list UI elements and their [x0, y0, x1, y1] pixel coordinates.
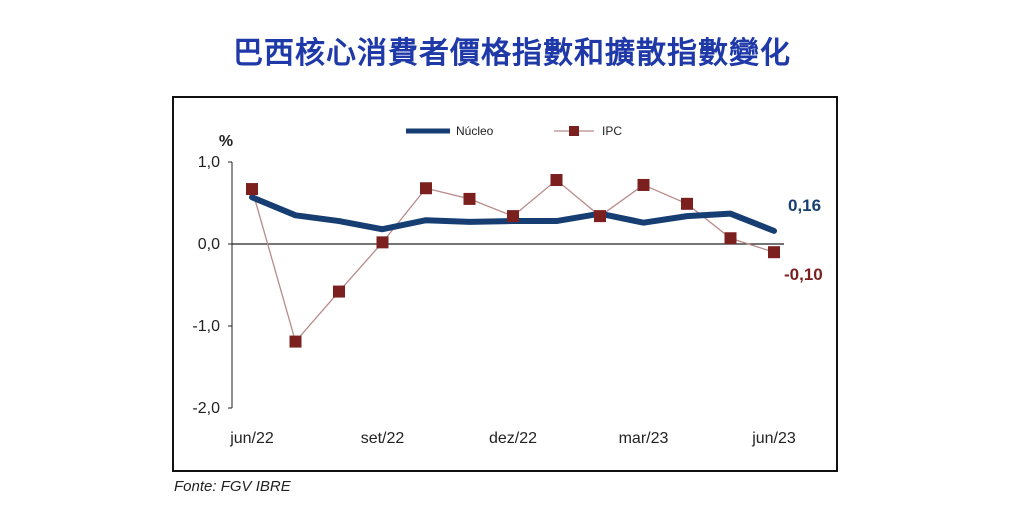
- y-tick-label: -2,0: [192, 400, 220, 417]
- y-axis-label: %: [219, 133, 233, 150]
- chart-frame: 1,0 0,0 -1,0 -2,0% jun/22 set/22 dez/22 mar/23 j…: [172, 96, 838, 472]
- ipc-point-marker: [681, 197, 693, 210]
- ipc-point-marker: [420, 182, 432, 195]
- line-chart: 1,0 0,0 -1,0 -2,0% jun/22 set/22 dez/22 mar/23 j…: [192, 124, 823, 447]
- ipc-point-marker: [768, 246, 780, 259]
- end-label-nucleo: 0,16: [788, 196, 821, 215]
- source-note: Fonte: FGV IBRE: [174, 478, 291, 495]
- legend-label-nucleo: Núcleo: [456, 124, 494, 138]
- ipc-point-marker: [594, 210, 606, 223]
- y-tick-label: -1,0: [192, 318, 220, 335]
- end-label-ipc: -0,10: [784, 265, 823, 284]
- x-tick-label: jun/22: [229, 430, 274, 447]
- ipc-point-marker: [637, 178, 650, 191]
- series-line-ipc: [251, 179, 775, 343]
- legend-swatch-ipc-marker: [569, 126, 579, 136]
- x-tick-label: mar/23: [619, 430, 669, 447]
- x-tick-label: jun/23: [751, 430, 796, 447]
- y-tick-label: 1,0: [198, 154, 220, 171]
- x-tick-label: dez/22: [489, 430, 537, 447]
- ipc-point-marker: [550, 174, 563, 187]
- ipc-point-marker: [289, 335, 302, 348]
- x-tick-label: set/22: [361, 430, 405, 447]
- ipc-point-marker: [333, 285, 345, 298]
- ipc-point-marker: [246, 183, 258, 196]
- ipc-point-marker: [507, 210, 519, 223]
- ipc-point-marker: [376, 236, 389, 249]
- ipc-point-marker: [463, 192, 476, 205]
- y-tick-label: 0,0: [198, 236, 220, 253]
- ipc-point-marker: [724, 232, 737, 245]
- chart-title: 巴西核心消費者價格指數和擴散指數變化: [233, 36, 791, 71]
- legend-label-ipc: IPC: [602, 124, 622, 138]
